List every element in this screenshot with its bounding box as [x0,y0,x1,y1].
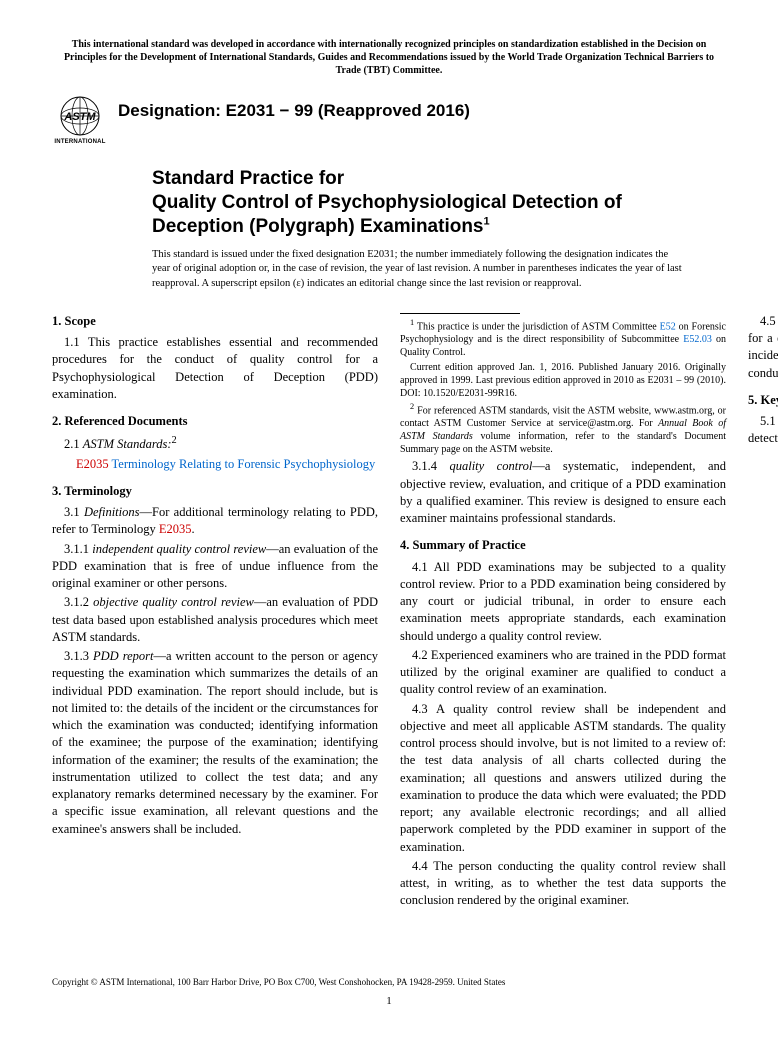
title-line1: Standard Practice for [152,168,344,189]
p31e: . [192,522,195,536]
title-line2: Quality Control of Psychophysiological D… [152,192,622,213]
para-4-4: 4.4 The person conducting the quality co… [400,858,726,910]
para-4-1: 4.1 All PDD examinations may be subjecte… [400,559,726,645]
para-4-3: 4.3 A quality control review shall be in… [400,701,726,856]
para-3-1-2: 3.1.2 objective quality control review—a… [52,594,378,646]
page-number: 1 [52,995,726,1007]
body-columns: 1. Scope 1.1 This practice establishes e… [52,313,726,913]
ref-link-title[interactable]: Terminology Relating to Forensic Psychop… [109,457,376,471]
p313b: PDD report [93,649,153,663]
p312b: objective quality control review [93,595,254,609]
footnote-1: 1 This practice is under the jurisdictio… [400,318,726,359]
footnote-1-line2: Current edition approved Jan. 1, 2016. P… [400,361,726,400]
para-4-5: 4.5 All PDD documents and test data shal… [748,313,778,382]
scope-heading: 1. Scope [52,313,378,330]
footnote-block: 1 This practice is under the jurisdictio… [400,313,726,457]
astm-logo: ASTM INTERNATIONAL [52,95,108,145]
page-footer: Copyright © ASTM International, 100 Barr… [52,977,726,1007]
para-2-1-a: 2.1 [64,437,83,451]
p313a: 3.1.3 [64,649,93,663]
issue-note: This standard is issued under the fixed … [152,248,686,291]
copyright: Copyright © ASTM International, 100 Barr… [52,977,726,987]
p314a: 3.1.4 [412,459,449,473]
terminology-heading: 3. Terminology [52,483,378,500]
p31a: 3.1 [64,505,84,519]
para-3-1-3: 3.1.3 PDD report—a written account to th… [52,648,378,838]
title-block: Standard Practice for Quality Control of… [152,167,726,238]
top-notice: This international standard was develope… [52,38,726,77]
para-3-1-4: 3.1.4 quality control—a systematic, inde… [400,458,726,527]
standards-page: This international standard was develope… [0,0,778,1041]
p313c: —a written account to the person or agen… [52,649,378,836]
ref-e2035: E2035 Terminology Relating to Forensic P… [52,456,378,473]
footnote-2: 2 For referenced ASTM standards, visit t… [400,402,726,456]
p314b: quality control [449,459,532,473]
para-2-1-sup: 2 [172,435,177,446]
para-5-1: 5.1 forensic psychophysiology; PDD; psyc… [748,413,778,448]
fn1b-link[interactable]: E52 [660,321,676,332]
header-row: ASTM INTERNATIONAL Designation: E2031 − … [52,95,726,145]
title-line3: Deception (Polygraph) Examinations [152,216,484,237]
svg-text:ASTM: ASTM [63,111,96,123]
title-sup: 1 [484,215,490,227]
designation: Designation: E2031 − 99 (Reapproved 2016… [118,101,470,121]
para-3-1: 3.1 Definitions—For additional terminolo… [52,504,378,539]
fn1d-link[interactable]: E52.03 [683,334,712,345]
fn1a: This practice is under the jurisdiction … [414,321,659,332]
referenced-docs-heading: 2. Referenced Documents [52,413,378,430]
para-3-1-1: 3.1.1 independent quality control review… [52,541,378,593]
para-1-1: 1.1 This practice establishes essential … [52,334,378,403]
p311a: 3.1.1 [64,542,92,556]
p312a: 3.1.2 [64,595,93,609]
para-2-1-b: ASTM Standards: [83,437,172,451]
p31d-link[interactable]: E2035 [159,522,192,536]
main-title: Standard Practice for Quality Control of… [152,167,726,238]
svg-text:INTERNATIONAL: INTERNATIONAL [54,139,105,145]
summary-heading: 4. Summary of Practice [400,537,726,554]
p311b: independent quality control review [92,542,266,556]
ref-link-code[interactable]: E2035 [76,457,109,471]
keywords-heading: 5. Keywords [748,392,778,409]
para-2-1: 2.1 ASTM Standards:2 [52,434,378,453]
para-4-2: 4.2 Experienced examiners who are traine… [400,647,726,699]
footnote-rule [400,313,520,314]
p31b: Definitions [84,505,140,519]
